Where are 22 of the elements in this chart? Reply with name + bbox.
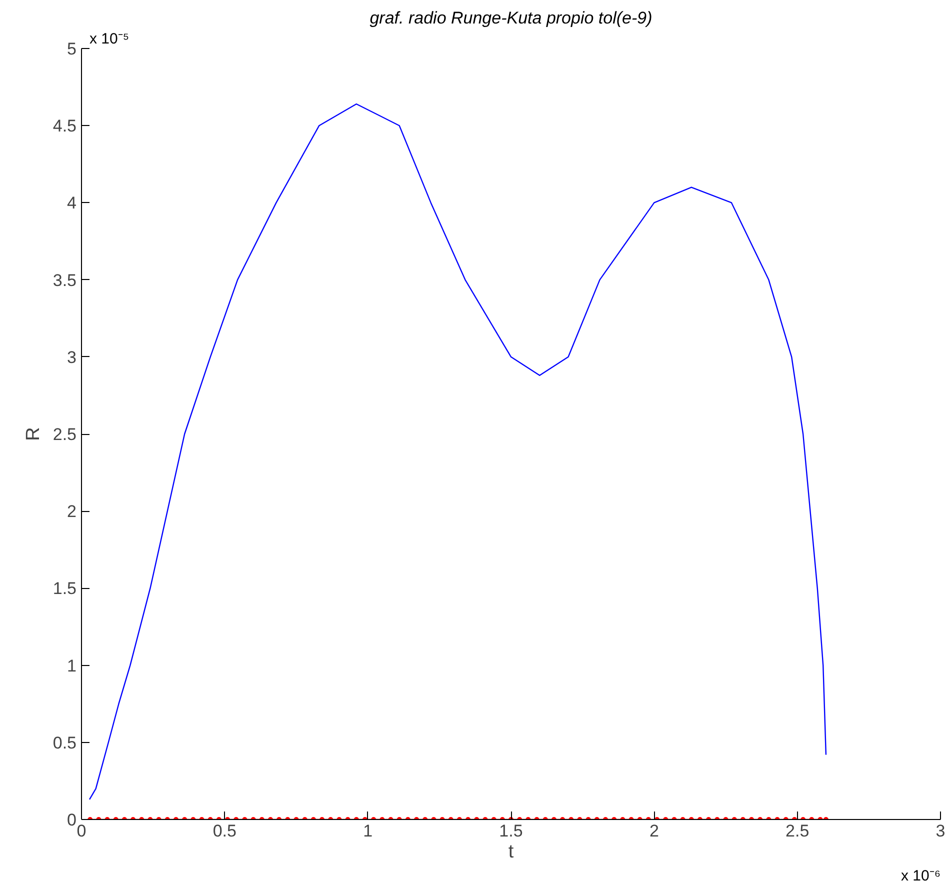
y-tick-label: 1.5: [52, 579, 77, 598]
x-axis-title: t: [508, 842, 514, 862]
x-tick-label: 2: [649, 822, 659, 840]
y-tick-label: 5: [67, 40, 77, 58]
x-tick-label: 3: [936, 822, 946, 840]
line-series: [88, 103, 827, 800]
y-tick-label: 4: [67, 194, 77, 213]
y-tick-label: 3: [67, 348, 77, 367]
text: x 10⁻⁶: [900, 868, 941, 884]
y-tick-label: 1: [67, 656, 77, 676]
y-axis-title: R: [22, 427, 44, 441]
x-tick-label: 2.5: [786, 822, 810, 840]
y-tick-label: 4.5: [52, 116, 77, 136]
chart-title: graf. radio Runge-Kuta propio tol(e-9): [370, 8, 652, 28]
y-tick-label: 2: [67, 502, 77, 522]
text: x 10⁻⁵: [90, 30, 130, 48]
x-tick-label: 1: [363, 822, 373, 840]
y-tick-label: 0.5: [52, 733, 77, 752]
x-tick-label: 0.5: [212, 822, 236, 840]
x-tick-label: 1.5: [499, 822, 523, 840]
y-tick-label: 2.5: [52, 425, 77, 444]
y-tick-label: 3.5: [52, 270, 77, 290]
